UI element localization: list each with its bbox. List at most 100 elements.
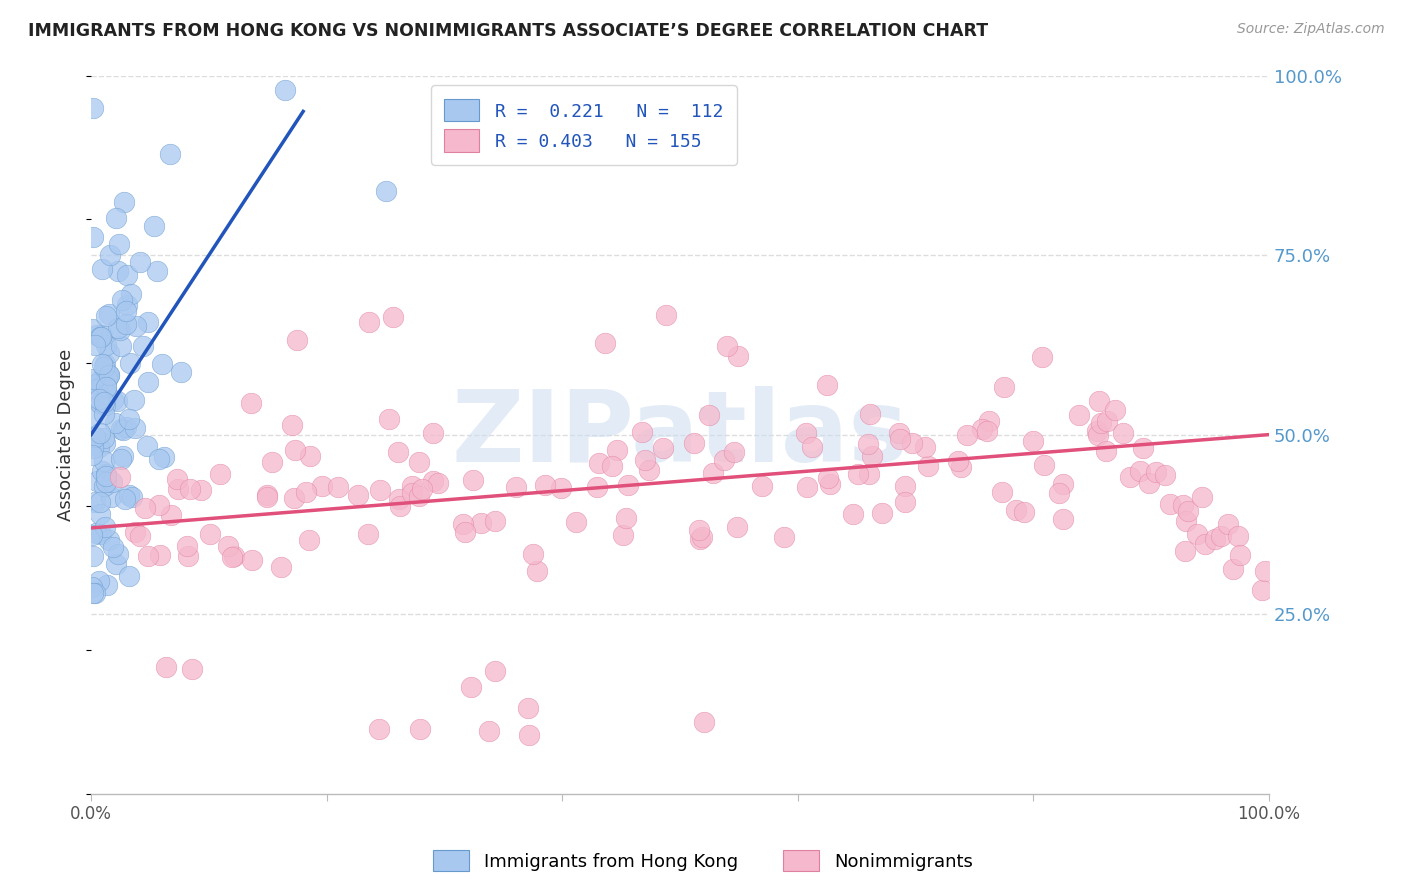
Point xyxy=(517,728,540,742)
Point xyxy=(93,432,115,446)
Point xyxy=(285,333,308,347)
Point xyxy=(110,323,132,337)
Legend: Immigrants from Hong Kong, Nonimmigrants: Immigrants from Hong Kong, Nonimmigrants xyxy=(426,843,980,879)
Point xyxy=(160,508,183,522)
Point xyxy=(565,515,588,529)
Point xyxy=(347,487,370,501)
Point xyxy=(1209,529,1232,543)
Point xyxy=(136,549,159,564)
Point xyxy=(1012,505,1035,519)
Point xyxy=(408,455,430,469)
Point xyxy=(526,564,548,578)
Point xyxy=(1088,393,1111,408)
Point xyxy=(1104,403,1126,417)
Point xyxy=(274,83,297,97)
Point xyxy=(950,460,973,475)
Point xyxy=(98,248,121,262)
Point xyxy=(82,580,104,594)
Point xyxy=(86,383,108,397)
Point xyxy=(1052,477,1074,491)
Point xyxy=(93,359,115,374)
Point xyxy=(862,449,884,463)
Point xyxy=(179,483,201,497)
Point xyxy=(887,426,910,441)
Point xyxy=(283,491,305,506)
Point xyxy=(682,435,704,450)
Point xyxy=(143,219,166,233)
Point xyxy=(122,393,145,408)
Point xyxy=(461,473,484,487)
Point xyxy=(87,574,110,588)
Point xyxy=(422,426,444,441)
Point xyxy=(131,339,153,353)
Point xyxy=(889,433,911,447)
Point xyxy=(281,417,304,432)
Point xyxy=(101,540,124,554)
Point xyxy=(409,723,432,737)
Point xyxy=(858,467,880,482)
Point xyxy=(298,533,321,548)
Point xyxy=(600,459,623,474)
Point xyxy=(150,357,173,371)
Point xyxy=(124,318,146,333)
Point xyxy=(86,377,108,392)
Point xyxy=(97,346,120,360)
Point xyxy=(118,488,141,502)
Point xyxy=(94,379,117,393)
Point xyxy=(124,525,146,540)
Point xyxy=(93,407,115,421)
Point xyxy=(1253,564,1275,578)
Text: Source: ZipAtlas.com: Source: ZipAtlas.com xyxy=(1237,22,1385,37)
Point xyxy=(108,237,131,252)
Point xyxy=(114,491,136,506)
Point xyxy=(87,375,110,389)
Point xyxy=(180,662,202,676)
Point xyxy=(111,293,134,308)
Point xyxy=(96,368,118,383)
Point xyxy=(1052,512,1074,526)
Point xyxy=(94,398,117,412)
Point xyxy=(159,147,181,161)
Point xyxy=(94,467,117,481)
Point xyxy=(115,304,138,318)
Point xyxy=(401,486,423,500)
Point xyxy=(90,330,112,344)
Point xyxy=(136,439,159,453)
Point xyxy=(101,475,124,490)
Point xyxy=(970,422,993,436)
Point xyxy=(256,490,278,504)
Point xyxy=(105,211,128,226)
Point xyxy=(387,444,409,458)
Point xyxy=(991,485,1014,500)
Point xyxy=(517,701,540,715)
Point xyxy=(1218,516,1240,531)
Point xyxy=(1229,548,1251,562)
Point xyxy=(167,482,190,496)
Point xyxy=(1251,582,1274,597)
Point xyxy=(107,321,129,335)
Point xyxy=(209,467,232,482)
Point xyxy=(114,420,136,434)
Point xyxy=(842,508,865,522)
Point xyxy=(713,452,735,467)
Point xyxy=(422,474,444,488)
Point xyxy=(1177,504,1199,518)
Point xyxy=(484,514,506,528)
Point xyxy=(1112,426,1135,441)
Point xyxy=(134,500,156,515)
Point xyxy=(1191,491,1213,505)
Point xyxy=(723,444,745,458)
Point xyxy=(454,524,477,539)
Point xyxy=(1022,434,1045,448)
Point xyxy=(1194,537,1216,551)
Point xyxy=(89,330,111,344)
Point xyxy=(84,525,107,540)
Point xyxy=(894,478,917,492)
Point xyxy=(772,530,794,544)
Point xyxy=(470,516,492,530)
Point xyxy=(89,396,111,410)
Point xyxy=(104,416,127,430)
Point xyxy=(82,321,104,335)
Point xyxy=(1204,532,1226,546)
Point xyxy=(848,467,870,482)
